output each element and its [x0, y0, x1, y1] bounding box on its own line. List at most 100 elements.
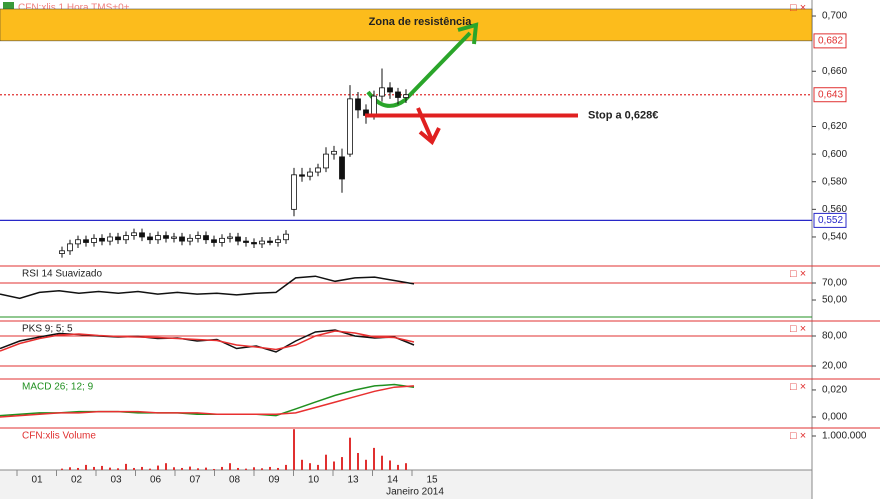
level-box: [813, 212, 847, 228]
candle-body: [67, 243, 73, 252]
volume-bar: [301, 459, 303, 470]
volume-bar: [245, 468, 247, 470]
candle-body: [243, 240, 249, 243]
volume-bar: [205, 467, 207, 470]
x-tick-label: 14: [387, 475, 399, 486]
volume-bar: [237, 467, 239, 470]
volume-bar: [373, 447, 375, 470]
volume-bar: [221, 466, 223, 470]
candle-body: [275, 239, 281, 243]
volume-bar: [189, 466, 191, 470]
candle-body: [235, 236, 241, 242]
candle-body: [59, 250, 65, 254]
volume-bar: [61, 468, 63, 470]
volume-bar: [109, 467, 111, 470]
volume-bar: [141, 466, 143, 470]
y-tick-label: 0,620: [822, 121, 847, 132]
volume-bar: [341, 457, 343, 470]
volume-bar: [133, 467, 135, 470]
volume-bar: [357, 452, 359, 470]
candle-body: [99, 237, 105, 242]
candle-body: [371, 95, 377, 116]
volume-bar: [93, 466, 95, 470]
panel-title: MACD 26; 12; 9: [22, 382, 94, 393]
candle-body: [75, 239, 81, 245]
volume-bar: [365, 459, 367, 470]
candle-body: [219, 237, 225, 243]
candle-body: [299, 174, 305, 177]
candle-body: [139, 232, 145, 238]
resistance-zone: [0, 8, 813, 42]
stop-label: Stop a 0,628€: [588, 109, 658, 121]
x-axis-title: Janeiro 2014: [386, 487, 444, 498]
candle-body: [131, 232, 137, 236]
candle-body: [259, 240, 265, 245]
y-tick-label: 0,600: [822, 149, 847, 160]
x-tick-label: 01: [31, 475, 43, 486]
volume-bar: [213, 468, 215, 470]
candle-body: [195, 235, 201, 239]
volume-bar: [349, 437, 351, 470]
volume-bar: [77, 467, 79, 470]
volume-bar: [173, 467, 175, 470]
volume-bar: [293, 429, 295, 470]
logo-icon: [3, 2, 14, 13]
volume-bar: [101, 465, 103, 470]
zone-label: Zona de resistência: [369, 16, 473, 28]
y-tick-label: 70,00: [822, 278, 847, 289]
panel-icons: □ ×: [790, 2, 806, 14]
candle-body: [91, 237, 97, 243]
candle-body: [83, 239, 89, 243]
candle-body: [339, 156, 345, 180]
volume-bar: [325, 454, 327, 470]
y-tick-label: 0,560: [822, 204, 847, 215]
level-label: 0,643: [818, 89, 843, 100]
level-label: 0,552: [818, 215, 843, 226]
volume-bar: [317, 464, 319, 470]
candle-body: [315, 167, 321, 173]
volume-bar: [405, 463, 407, 470]
volume-bar: [149, 468, 151, 470]
y-tick-label: 50,00: [822, 295, 847, 306]
volume-bar: [229, 463, 231, 470]
panel-title: RSI 14 Suavizado: [22, 269, 102, 280]
panel-icons: □ ×: [790, 381, 806, 393]
y-tick-label: 0,660: [822, 66, 847, 77]
candle-body: [283, 233, 289, 241]
red-arrow-head: [418, 127, 441, 146]
candle-body: [379, 87, 385, 97]
volume-bar: [85, 464, 87, 470]
candle-body: [355, 98, 361, 111]
panel-icons: □ ×: [790, 268, 806, 280]
candle-body: [203, 235, 209, 241]
y-tick-label: 80,00: [822, 331, 847, 342]
x-tick-label: 06: [150, 475, 162, 486]
volume-bar: [253, 467, 255, 470]
candle-body: [171, 236, 177, 239]
y-tick-label: 0,700: [822, 11, 847, 22]
x-tick-label: 02: [71, 475, 83, 486]
volume-bar: [197, 468, 199, 470]
candle-body: [211, 239, 217, 243]
volume-bar: [269, 466, 271, 470]
candle-body: [163, 235, 169, 239]
candle-body: [227, 236, 233, 239]
y-tick-label: 0,580: [822, 176, 847, 187]
level-box: [813, 87, 847, 103]
y-tick-label: 20,00: [822, 361, 847, 372]
candle-body: [179, 236, 185, 242]
x-tick-label: 13: [347, 475, 359, 486]
candle-body: [115, 236, 121, 241]
candle-body: [187, 237, 193, 242]
volume-bar: [381, 455, 383, 470]
volume-bar: [69, 467, 71, 470]
volume-bar: [125, 463, 127, 470]
candle-body: [395, 91, 401, 98]
y-tick-label: 0,000: [822, 412, 847, 423]
candle-body: [155, 235, 161, 241]
x-tick-label: 15: [426, 475, 438, 486]
candle-body: [307, 171, 313, 177]
red-arrow: [416, 107, 434, 141]
